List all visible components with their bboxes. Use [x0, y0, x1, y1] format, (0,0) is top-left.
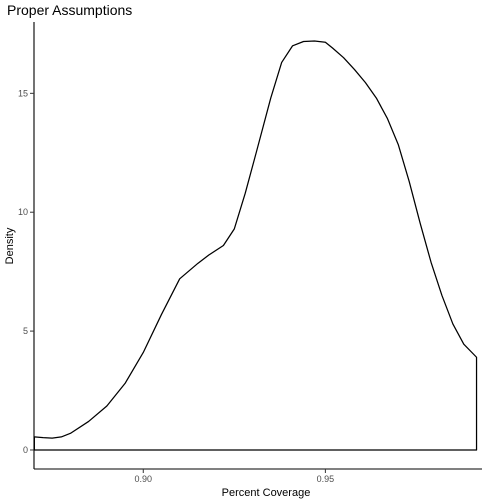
axes — [33, 22, 482, 470]
x-axis-ticks: 0.90 0.95 — [135, 469, 335, 484]
y-tick-label: 0 — [23, 445, 28, 455]
x-tick-label: 0.90 — [135, 474, 153, 484]
y-axis-title: Density — [4, 227, 16, 264]
chart-title: Proper Assumptions — [7, 2, 132, 18]
x-tick-label: 0.95 — [317, 474, 335, 484]
density-curve — [33, 40, 478, 451]
y-axis-ticks: 0 5 10 15 — [18, 88, 34, 455]
y-tick-label: 15 — [18, 88, 28, 98]
x-axis-title: Percent Coverage — [222, 487, 311, 499]
y-tick-label: 10 — [18, 207, 28, 217]
y-tick-label: 5 — [23, 326, 28, 336]
